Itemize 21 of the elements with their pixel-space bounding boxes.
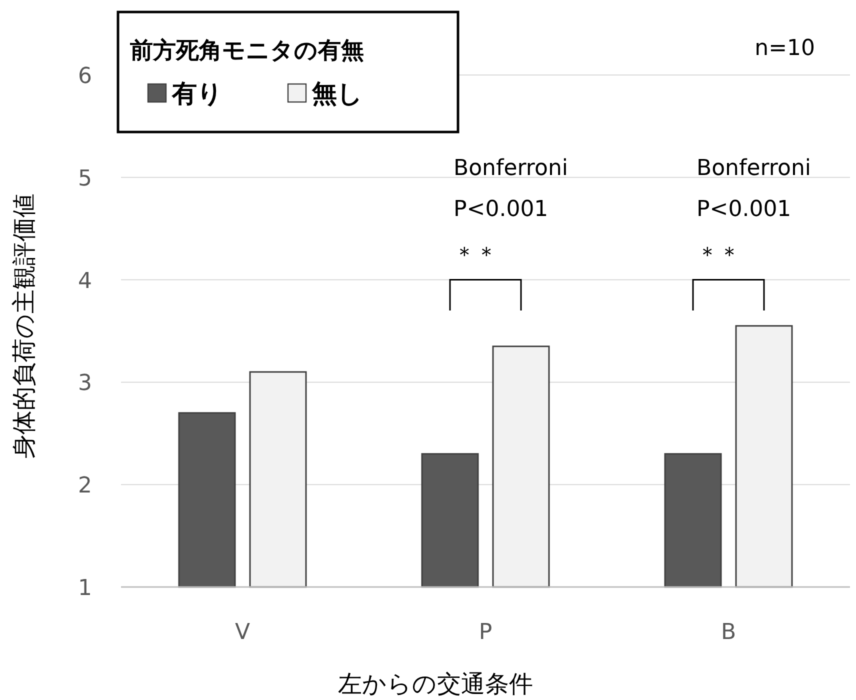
x-tick-label: B bbox=[720, 620, 736, 645]
x-tick-label: V bbox=[234, 620, 250, 645]
y-tick-label: 3 bbox=[78, 371, 92, 396]
y-axis-title: 身体的負荷の主観評価値 bbox=[10, 194, 38, 458]
legend-label: 無し bbox=[311, 79, 363, 108]
annotation: P<0.001 bbox=[696, 197, 792, 222]
x-axis-title: 左からの交通条件 bbox=[338, 670, 533, 698]
y-tick-label: 4 bbox=[78, 268, 92, 294]
annotation: ＊＊ bbox=[696, 243, 740, 268]
y-tick-label: 6 bbox=[78, 64, 92, 89]
annotation: Bonferroni bbox=[696, 156, 812, 182]
annotation: Bonferroni bbox=[454, 156, 568, 182]
annotation: ＊＊ bbox=[454, 243, 498, 268]
x-tick-label: P bbox=[478, 620, 492, 645]
legend-label: 有り bbox=[171, 79, 223, 108]
y-tick-label: 5 bbox=[78, 166, 92, 192]
y-tick-label: 2 bbox=[78, 474, 92, 499]
legend-title: 前方死角モニタの有無 bbox=[129, 37, 364, 64]
y-tick-label: 1 bbox=[78, 576, 92, 601]
annotation: P<0.001 bbox=[454, 197, 548, 222]
text: n=10 bbox=[754, 36, 815, 61]
